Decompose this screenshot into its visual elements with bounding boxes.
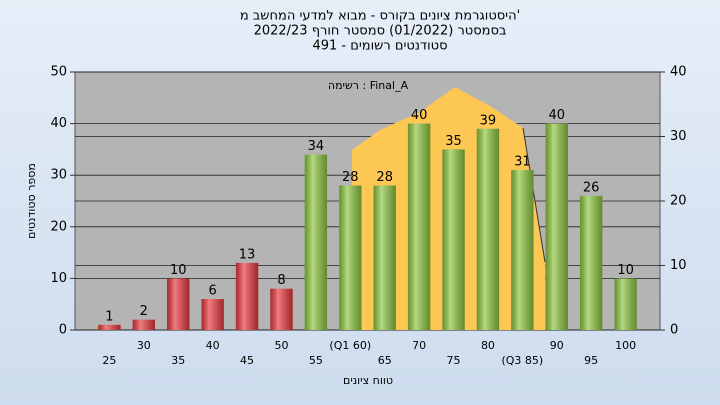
data-label: 1 [105, 309, 113, 324]
chart-subtitle: בסמסטר (01/2022) סמסטר חורף 2022/23 [254, 24, 507, 39]
chart-subtitle: סטודנטים רשומים - 491 [312, 39, 447, 54]
data-label: 26 [583, 180, 600, 195]
x-tick-label: 70 [412, 339, 426, 352]
bar [98, 324, 121, 330]
x-tick-label: 100 [615, 339, 636, 352]
bar [373, 185, 396, 330]
x-tick-label: 45 [240, 354, 254, 367]
y-tick-label: 30 [50, 168, 67, 183]
y-tick-label: 20 [50, 219, 67, 234]
data-label: 13 [239, 247, 256, 262]
bar [132, 319, 156, 330]
data-label: 6 [209, 284, 217, 299]
bar [476, 128, 500, 330]
bar [201, 299, 224, 330]
data-label: 40 [548, 108, 565, 123]
x-tick-label: 95 [584, 354, 598, 367]
distribution-edge [522, 127, 546, 263]
x-tick-label: 65 [378, 354, 392, 367]
x-axis-label: טווח ציונים [343, 374, 393, 387]
data-label: 28 [342, 170, 359, 185]
y-tick-label: 10 [50, 271, 67, 286]
x-tick-label: 75 [447, 354, 461, 367]
x-tick-label: (Q1 60) [329, 339, 371, 352]
y-tick-label: 0 [59, 323, 67, 338]
x-tick-label: 90 [550, 339, 564, 352]
bar [545, 123, 568, 330]
y-axis-label: מספר סטודנטים [25, 163, 38, 239]
bar [304, 154, 328, 330]
y2-tick-label: 20 [670, 194, 687, 209]
y-tick-label: 50 [50, 65, 67, 80]
x-tick-label: (Q3 85) [501, 354, 543, 367]
data-label: 8 [277, 273, 285, 288]
data-label: 39 [480, 113, 497, 128]
bar [407, 123, 431, 330]
x-tick-label: 80 [481, 339, 495, 352]
bar [167, 278, 190, 330]
x-tick-label: 35 [171, 354, 185, 367]
data-label: 40 [411, 108, 428, 123]
data-label: 35 [445, 134, 462, 149]
bar [339, 185, 362, 330]
annotation: רשימה : Final_A [328, 79, 409, 92]
data-label: 28 [376, 170, 393, 185]
y2-tick-label: 10 [670, 258, 687, 273]
x-tick-label: 40 [206, 339, 220, 352]
x-tick-label: 30 [137, 339, 151, 352]
x-tick-label: 55 [309, 354, 323, 367]
data-label: 10 [170, 263, 187, 278]
x-tick-label: 25 [102, 354, 116, 367]
data-label: 2 [140, 304, 148, 319]
y2-tick-label: 40 [670, 65, 687, 80]
bar [511, 170, 534, 330]
y2-tick-label: 30 [670, 129, 687, 144]
y2-tick-label: 0 [670, 323, 678, 338]
bar [235, 262, 259, 330]
y-tick-label: 40 [50, 116, 67, 131]
bar [270, 288, 293, 330]
bar [614, 278, 637, 330]
chart-title: היסטוגרמת ציונים בקורס - מבוא למדעי המחש… [240, 9, 520, 24]
data-label: 31 [514, 155, 531, 170]
data-label: 10 [617, 263, 634, 278]
data-label: 34 [308, 139, 325, 154]
bar [579, 195, 603, 330]
x-tick-label: 50 [274, 339, 288, 352]
bar [442, 149, 465, 330]
